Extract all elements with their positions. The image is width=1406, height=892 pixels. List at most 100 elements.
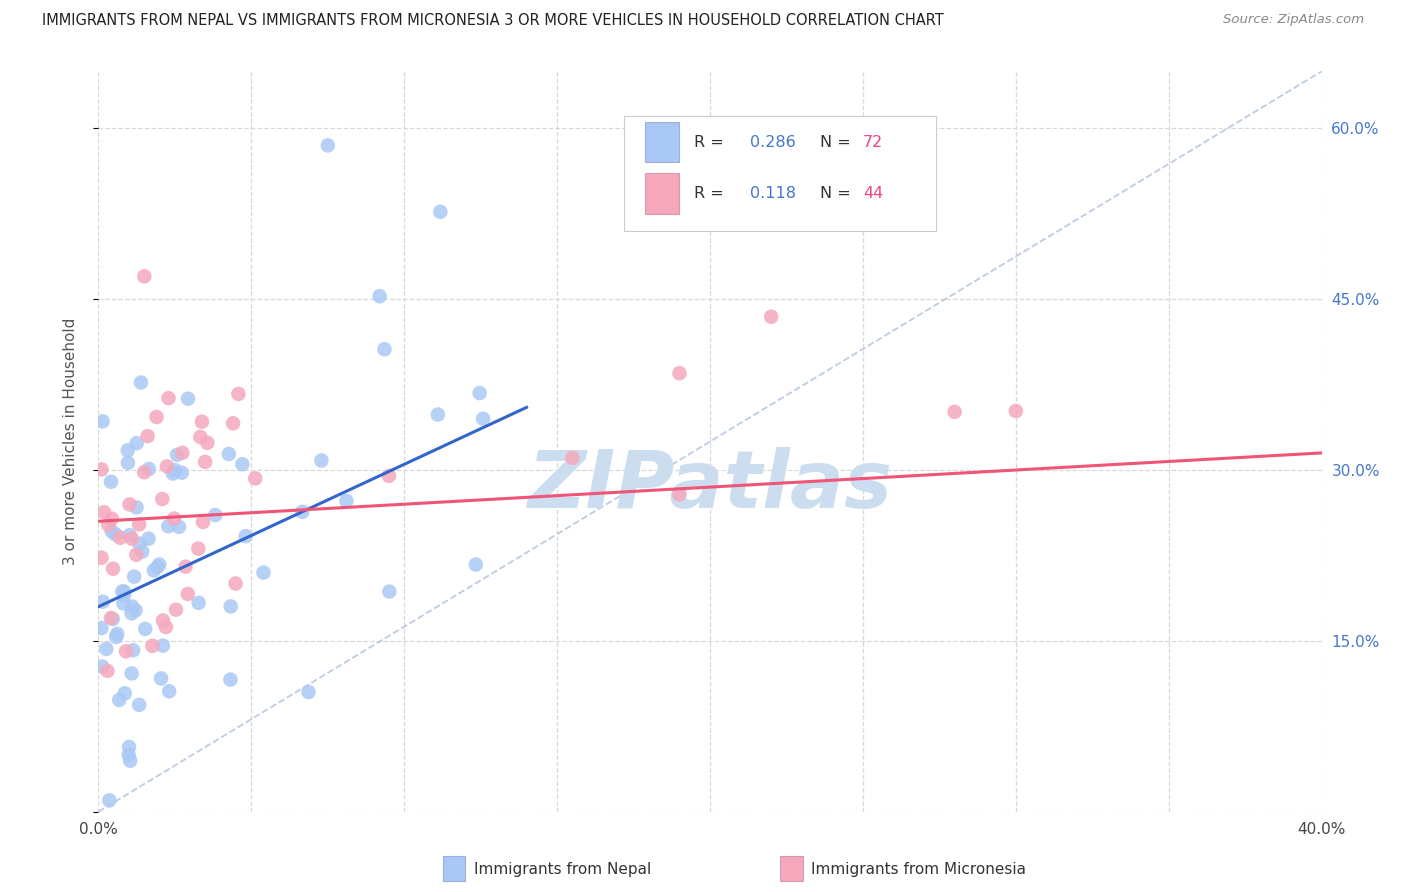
Point	[429, 204, 451, 219]
Point	[125, 500, 148, 515]
Point	[245, 471, 267, 485]
Point	[150, 491, 173, 506]
Point	[668, 366, 690, 380]
Point	[157, 684, 180, 698]
Point	[187, 541, 209, 556]
Point	[98, 793, 121, 807]
Text: R =: R =	[695, 135, 728, 150]
Text: 0.118: 0.118	[751, 186, 796, 201]
Point	[91, 595, 114, 609]
Point	[166, 448, 188, 462]
Text: Source: ZipAtlas.com: Source: ZipAtlas.com	[1223, 13, 1364, 27]
Point	[108, 693, 131, 707]
Point	[368, 289, 391, 303]
Point	[121, 599, 143, 614]
Point	[561, 450, 583, 465]
Point	[156, 459, 179, 474]
Point	[162, 467, 184, 481]
Point	[194, 455, 217, 469]
Point	[170, 466, 193, 480]
Point	[197, 435, 219, 450]
Point	[111, 584, 134, 599]
Point	[128, 536, 150, 550]
Point	[228, 387, 250, 401]
Point	[231, 457, 253, 471]
Point	[145, 409, 167, 424]
Point	[426, 408, 449, 422]
Point	[373, 343, 395, 357]
Point	[225, 576, 247, 591]
Point	[138, 532, 160, 546]
Point	[100, 611, 122, 625]
Point	[472, 411, 495, 425]
Point	[291, 505, 314, 519]
Point	[118, 528, 141, 542]
Point	[378, 584, 401, 599]
Point	[134, 466, 156, 480]
Point	[311, 453, 333, 467]
Point	[668, 487, 690, 501]
Point	[125, 548, 148, 562]
Point	[316, 138, 339, 153]
Point	[174, 559, 197, 574]
Point	[464, 558, 486, 572]
Text: N =: N =	[820, 135, 856, 150]
Point	[104, 527, 127, 541]
Point	[943, 405, 966, 419]
Point	[177, 587, 200, 601]
Point	[142, 563, 165, 577]
Text: ZIPatlas: ZIPatlas	[527, 447, 893, 525]
Point	[188, 430, 211, 444]
Point	[129, 376, 152, 390]
Point	[96, 664, 118, 678]
Point	[121, 532, 143, 546]
Point	[157, 519, 180, 533]
Point	[146, 560, 169, 574]
Point	[218, 447, 240, 461]
Point	[90, 462, 112, 476]
Point	[163, 511, 186, 525]
Point	[1004, 404, 1026, 418]
Point	[121, 607, 143, 621]
Point	[222, 417, 245, 431]
Point	[335, 494, 357, 508]
Point	[155, 620, 177, 634]
Point	[105, 630, 128, 644]
Point	[124, 603, 146, 617]
Text: R =: R =	[695, 186, 734, 201]
Point	[117, 443, 139, 458]
Point	[191, 515, 214, 529]
Point	[90, 550, 112, 565]
Point	[122, 643, 145, 657]
Point	[128, 698, 150, 712]
Point	[167, 520, 190, 534]
Point	[187, 596, 209, 610]
Point	[219, 673, 242, 687]
Point	[115, 644, 138, 658]
Point	[100, 524, 122, 539]
Point	[118, 739, 141, 754]
Point	[191, 415, 214, 429]
Point	[131, 544, 153, 558]
Point	[120, 754, 142, 768]
Point	[468, 386, 491, 401]
Point	[112, 597, 135, 611]
Point	[128, 517, 150, 532]
Point	[112, 584, 135, 599]
Point	[97, 517, 120, 532]
Point	[141, 639, 163, 653]
Y-axis label: 3 or more Vehicles in Household: 3 or more Vehicles in Household	[63, 318, 77, 566]
Point	[125, 436, 148, 450]
Point	[90, 621, 112, 635]
Point	[101, 562, 124, 576]
Text: 0.286: 0.286	[751, 135, 796, 150]
Point	[177, 392, 200, 406]
Point	[117, 456, 139, 470]
Text: Immigrants from Nepal: Immigrants from Nepal	[474, 863, 651, 877]
Point	[91, 414, 114, 428]
Point	[297, 685, 319, 699]
Point	[152, 614, 174, 628]
Point	[100, 475, 122, 489]
Point	[235, 529, 257, 543]
Point	[96, 641, 118, 656]
